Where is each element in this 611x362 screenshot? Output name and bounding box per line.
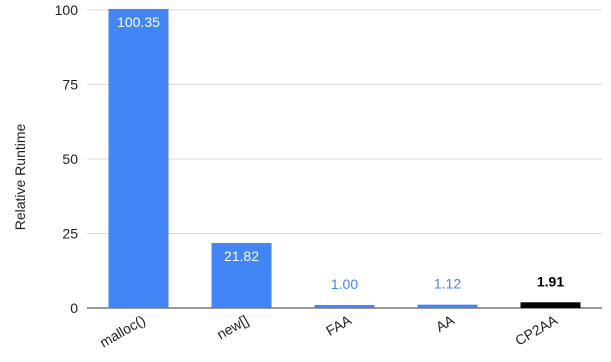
bar-cp2aa <box>520 302 581 308</box>
x-tick-label: AA <box>433 311 458 335</box>
bar-faa <box>314 305 375 308</box>
bar-malloc <box>108 8 169 308</box>
x-tick-label: new[] <box>214 312 251 343</box>
x-tick-label: FAA <box>323 311 354 338</box>
data-label: 100.35 <box>117 14 160 30</box>
y-tick-label: 0 <box>70 300 78 316</box>
bar-aa <box>417 304 478 308</box>
bars <box>108 8 581 308</box>
y-tick-label: 25 <box>62 226 78 242</box>
y-axis-label: Relative Runtime <box>12 123 28 230</box>
y-tick-labels: 0 25 50 75 100 <box>55 2 79 316</box>
bar-new <box>211 242 272 308</box>
x-tick-label: CP2AA <box>512 311 560 348</box>
y-tick-label: 50 <box>62 151 78 167</box>
data-label: 1.00 <box>331 276 358 292</box>
data-label: 21.82 <box>224 248 259 264</box>
data-labels: 100.35 21.82 1.00 1.12 1.91 <box>117 14 564 292</box>
x-tick-label: malloc() <box>97 312 148 351</box>
y-tick-label: 75 <box>62 77 78 93</box>
data-label: 1.12 <box>434 276 461 292</box>
gridlines <box>87 9 602 309</box>
data-label: 1.91 <box>537 273 564 289</box>
x-tick-labels: malloc() new[] FAA AA CP2AA <box>97 311 561 350</box>
y-tick-label: 100 <box>55 2 79 18</box>
